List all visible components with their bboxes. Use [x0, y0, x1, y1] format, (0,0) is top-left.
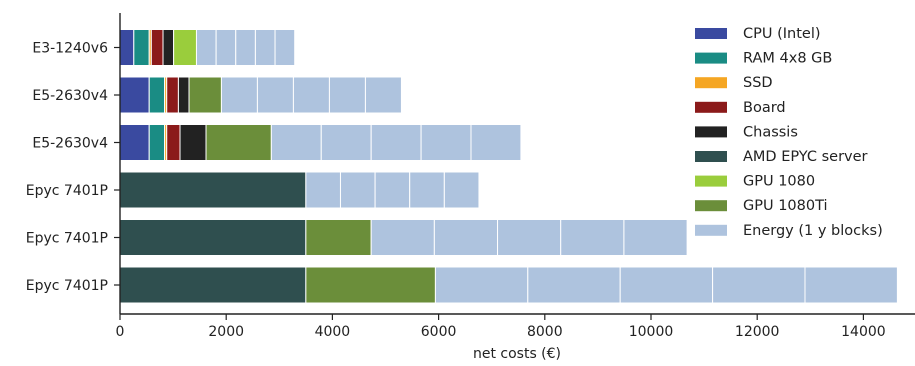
legend-label: Board: [743, 100, 786, 116]
legend-label: GPU 1080Ti: [743, 198, 828, 214]
bar-segment: [371, 125, 421, 161]
bar-segment: [293, 77, 329, 113]
bar-segment: [216, 30, 236, 66]
y-tick-label: E3-1240v6: [32, 41, 108, 57]
bar-segment: [120, 267, 306, 303]
legend-label: RAM 4x8 GB: [743, 51, 832, 67]
bar-segment: [365, 77, 401, 113]
bar-segment: [271, 125, 321, 161]
bar-segment: [434, 220, 497, 256]
bar-segment: [713, 267, 805, 303]
x-tick-label: 0: [116, 324, 125, 340]
legend-swatch: [695, 28, 727, 39]
y-tick-label: E5-2630v4: [32, 88, 108, 104]
bar-segment: [528, 267, 620, 303]
bar-segment: [321, 125, 371, 161]
legend-swatch: [695, 200, 727, 211]
legend-label: CPU (Intel): [743, 26, 821, 42]
bar-segment: [174, 30, 197, 66]
bar-segment: [178, 77, 189, 113]
bar-segment: [196, 30, 216, 66]
y-tick-label: Epyc 7401P: [26, 278, 108, 294]
bar-segment: [410, 172, 445, 208]
bar-segment: [306, 172, 341, 208]
x-tick-label: 12000: [735, 324, 780, 340]
y-tick-label: E5-2630v4: [32, 136, 108, 152]
bar-segment: [371, 220, 434, 256]
bar-segment: [221, 77, 257, 113]
bar-segment: [167, 77, 179, 113]
bar-segment: [120, 125, 149, 161]
bar-segment: [163, 30, 174, 66]
bar-segment: [151, 30, 163, 66]
bar-segment: [120, 220, 306, 256]
legend-label: GPU 1080: [743, 174, 815, 190]
legend: CPU (Intel) RAM 4x8 GB SSD Board Chassis AMD …: [695, 26, 883, 239]
legend-swatch: [695, 151, 727, 162]
bar-segment: [805, 267, 897, 303]
legend-label: SSD: [743, 75, 773, 91]
legend-swatch: [695, 225, 727, 236]
bar-segment: [471, 125, 521, 161]
bar-segment: [306, 220, 371, 256]
x-tick-label: 6000: [421, 324, 457, 340]
y-tick-label: Epyc 7401P: [26, 183, 108, 199]
bar-segment: [236, 30, 256, 66]
bar-segment: [340, 172, 375, 208]
bar-segment: [435, 267, 527, 303]
bar-segment: [498, 220, 561, 256]
legend-label: Energy (1 y blocks): [743, 223, 883, 239]
bar-segment: [120, 77, 149, 113]
legend-label: AMD EPYC server: [743, 149, 868, 165]
bar-segment: [167, 125, 180, 161]
bar-segment: [421, 125, 471, 161]
bar-segment: [375, 172, 410, 208]
bars-layer: [120, 30, 897, 304]
bar-segment: [149, 77, 164, 113]
bar-segment: [120, 172, 306, 208]
bar-segment: [444, 172, 479, 208]
y-tick-label: Epyc 7401P: [26, 231, 108, 247]
bar-segment: [561, 220, 624, 256]
bar-segment: [329, 77, 365, 113]
bar-segment: [306, 267, 436, 303]
x-tick-label: 8000: [527, 324, 563, 340]
x-tick-label: 10000: [629, 324, 674, 340]
legend-swatch: [695, 176, 727, 187]
legend-swatch: [695, 126, 727, 137]
legend-swatch: [695, 77, 727, 88]
bar-segment: [120, 30, 134, 66]
x-axis-title: net costs (€): [473, 346, 561, 362]
bar-segment: [189, 77, 221, 113]
bar-segment: [206, 125, 271, 161]
bar-segment: [180, 125, 206, 161]
bar-segment: [255, 30, 275, 66]
bar-segment: [134, 30, 149, 66]
legend-label: Chassis: [743, 124, 798, 140]
bar-segment: [275, 30, 295, 66]
legend-swatch: [695, 53, 727, 64]
bar-segment: [620, 267, 712, 303]
bar-segment: [624, 220, 687, 256]
x-tick-label: 14000: [841, 324, 886, 340]
x-tick-label: 2000: [208, 324, 244, 340]
legend-swatch: [695, 102, 727, 113]
bar-segment: [257, 77, 293, 113]
bar-segment: [149, 125, 164, 161]
x-tick-label: 4000: [315, 324, 351, 340]
